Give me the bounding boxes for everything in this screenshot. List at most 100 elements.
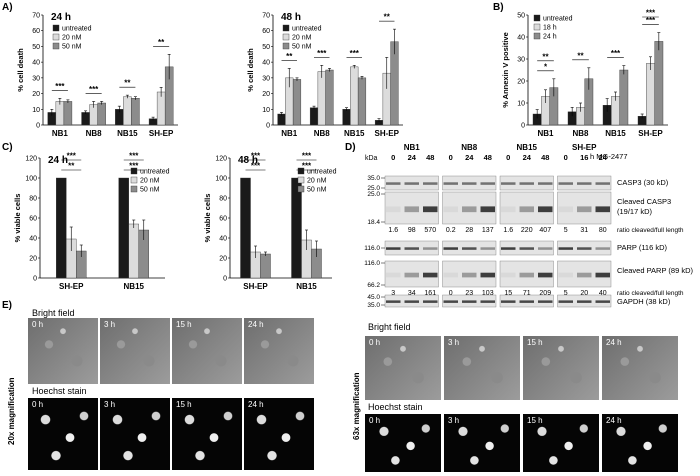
legend-swatch-A1 xyxy=(52,42,60,50)
band-1-NB8 xyxy=(480,206,495,213)
band-1-NB15 xyxy=(538,206,553,213)
band-3-SH-EP xyxy=(577,272,592,278)
left-hoechst-title: Hoechst stain xyxy=(32,386,87,396)
band-2-NB15 xyxy=(538,247,553,250)
western-time-SH-EP: 24 xyxy=(599,153,608,162)
marker-label-0: 35.0 xyxy=(367,175,380,182)
left-hoechst-time-label-0: 0 h xyxy=(32,400,44,409)
band-3-NB1 xyxy=(404,272,419,278)
legend-swatch-A2 xyxy=(282,42,290,50)
band-2-NB15 xyxy=(519,247,534,250)
y-tick-label-C1: 0 xyxy=(33,276,37,283)
sig-marker-A1: ** xyxy=(158,38,165,47)
blot-row-label-1: (19/17 kD) xyxy=(617,207,653,216)
legend-label-A1: 20 nM xyxy=(62,35,82,42)
y-axis-label-A2: % cell death xyxy=(246,48,255,92)
bar-A1-NB8-untreated xyxy=(81,112,90,126)
ratio-value-0-NB1: 570 xyxy=(424,227,436,234)
panel-letter-d: D) xyxy=(345,142,356,153)
sig-marker-A2: ** xyxy=(286,52,293,61)
left-brightfield-time-label-0: 0 h xyxy=(32,320,44,329)
marker-label-3: 116.0 xyxy=(364,260,380,267)
ratio-value-1-SH-EP: 40 xyxy=(599,290,607,297)
ratio-value-0-SH-EP: 5 xyxy=(564,227,568,234)
right-brightfield-time-label-1: 3 h xyxy=(448,338,460,347)
bar-A1-NB15-20 nM xyxy=(123,96,132,126)
western-time-NB15: 24 xyxy=(523,153,532,162)
bar-C1-NB15-20 nM xyxy=(128,223,139,279)
right-magnification-label: 63x magnification xyxy=(352,372,361,440)
ratio-value-1-SH-EP: 20 xyxy=(580,290,588,297)
right-hoechst-image-0: 0 h xyxy=(365,414,441,472)
marker-label-4: 35.0 xyxy=(367,302,380,309)
band-4-SH-EP xyxy=(558,300,573,303)
western-time-NB8: 24 xyxy=(465,153,474,162)
bar-A2-NB1-untreated xyxy=(277,113,286,126)
ratio-value-1-SH-EP: 5 xyxy=(564,290,568,297)
band-2-NB1 xyxy=(386,247,401,250)
band-0-NB1 xyxy=(386,182,401,185)
legend-label-A1: untreated xyxy=(62,26,92,33)
y-tick-label-A1: 0 xyxy=(36,123,40,130)
x-tick-label-A1: NB8 xyxy=(86,129,103,138)
sig-marker-B: ** xyxy=(542,52,549,61)
band-0-NB1 xyxy=(404,182,419,185)
band-0-NB8 xyxy=(462,182,477,185)
right-brightfield-image-3: 24 h xyxy=(602,336,678,400)
left-hoechst-time-label-3: 24 h xyxy=(248,400,264,409)
legend-label-A2: untreated xyxy=(292,26,322,33)
band-3-NB8 xyxy=(480,272,495,278)
y-tick-label-C1: 20 xyxy=(29,256,37,263)
x-tick-label-A2: NB1 xyxy=(281,129,298,138)
marker-label-0: 25.0 xyxy=(367,185,380,192)
right-hoechst-time-label-1: 3 h xyxy=(448,416,460,425)
left-bright-title: Bright field xyxy=(32,308,75,318)
legend-label-C2: 50 nM xyxy=(307,187,327,194)
y-axis-label-C1: % viable cells xyxy=(13,194,22,243)
band-3-NB15 xyxy=(538,272,553,278)
ratio-value-0-NB15: 1.6 xyxy=(503,227,513,234)
band-2-NB1 xyxy=(404,247,419,250)
legend-label-C2: untreated xyxy=(307,169,337,176)
blot-row-label-4: GAPDH (38 kD) xyxy=(617,297,671,306)
western-cell-line-NB15: NB15 xyxy=(517,143,538,152)
band-3-NB15 xyxy=(519,272,534,278)
y-tick-label-B: 40 xyxy=(517,35,525,42)
band-2-NB1 xyxy=(423,247,438,250)
y-tick-label-A1: 60 xyxy=(32,28,40,35)
x-tick-label-A2: NB8 xyxy=(314,129,331,138)
western-kda-label: kDa xyxy=(365,155,378,162)
legend-swatch-C2 xyxy=(297,176,305,184)
legend-label-C2: 20 nM xyxy=(307,178,327,185)
band-4-NB8 xyxy=(480,300,495,303)
ratio-value-1-NB1: 161 xyxy=(424,290,436,297)
band-1-NB15 xyxy=(501,206,516,213)
legend-swatch-B xyxy=(533,23,541,31)
ratio-value-1-NB15: 15 xyxy=(504,290,512,297)
legend-swatch-C1 xyxy=(130,167,138,175)
band-3-NB1 xyxy=(423,272,438,278)
x-tick-label-B: NB8 xyxy=(572,129,589,138)
bar-A2-NB8-50 nM xyxy=(325,69,334,126)
sig-marker-A2: *** xyxy=(350,49,360,58)
left-brightfield-time-label-3: 24 h xyxy=(248,320,264,329)
left-brightfield-image-1: 3 h xyxy=(100,318,170,384)
left-brightfield-image-2: 15 h xyxy=(172,318,242,384)
bar-C2-SH-EP-untreated xyxy=(240,177,251,279)
left-magnification-label: 20x magnification xyxy=(7,377,16,445)
x-tick-label-B: NB1 xyxy=(537,129,554,138)
western-time-SH-EP: 16 xyxy=(580,153,588,162)
band-0-SH-EP xyxy=(558,182,573,185)
y-tick-label-C2: 60 xyxy=(219,216,227,223)
y-tick-label-C1: 60 xyxy=(29,216,37,223)
bar-B-NB15-24 h xyxy=(619,69,629,126)
y-tick-label-C2: 120 xyxy=(215,156,227,163)
band-4-NB1 xyxy=(423,300,438,303)
bar-A2-NB1-50 nM xyxy=(292,79,302,126)
right-hoechst-image-3: 24 h xyxy=(602,414,678,472)
bar-A2-NB15-untreated xyxy=(342,109,351,126)
sig-marker-C2: *** xyxy=(302,152,312,161)
left-hoechst-image-2: 15 h xyxy=(172,398,242,470)
time-label-A1: 24 h xyxy=(51,12,71,23)
blot-row-label-1: Cleaved CASP3 xyxy=(617,197,671,206)
